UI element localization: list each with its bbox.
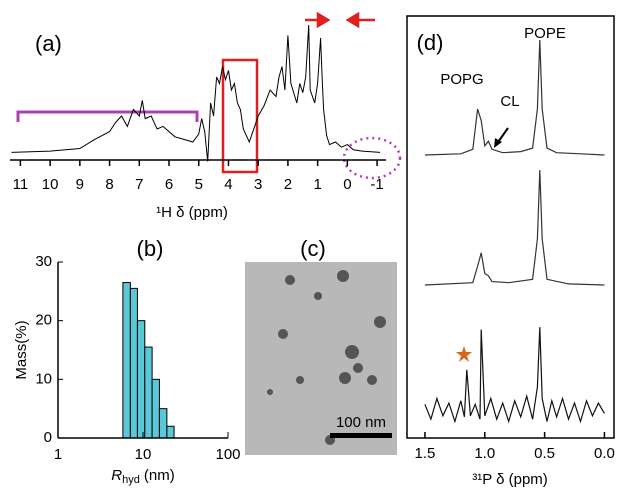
particles [267, 270, 386, 445]
scale-bar-label: 100 nm [336, 414, 386, 431]
x-tick-label: 9 [76, 176, 84, 193]
x-tick-label: 2 [284, 176, 292, 193]
bar [122, 282, 131, 439]
x-tick-label: 0.0 [594, 445, 615, 462]
peak-label: POPG [440, 71, 483, 88]
x-tick-label: 5 [195, 176, 203, 193]
panel-label: (d) [417, 30, 444, 55]
spectrum-line [424, 39, 605, 156]
y-tick-label: 30 [35, 253, 52, 270]
star-marker [456, 346, 472, 362]
bar [166, 425, 175, 439]
x-axis-label: Rhyd (nm) [111, 467, 174, 486]
panel-label: (c) [300, 236, 326, 261]
x-tick-label: 1.5 [415, 445, 436, 462]
x-tick-label: -1 [370, 176, 383, 193]
y-axis-label: Mass(%) [13, 320, 30, 379]
x-tick-label: 0 [343, 176, 351, 193]
x-tick-label: 100 [215, 446, 240, 463]
scale-bar [330, 433, 392, 438]
spectrum-line [11, 24, 381, 162]
x-tick-label: 4 [224, 176, 232, 193]
x-tick-label: 3 [254, 176, 262, 193]
x-tick-label: 8 [105, 176, 113, 193]
x-tick-label: 10 [42, 176, 59, 193]
x-tick-label: 1.0 [474, 445, 495, 462]
x-label-subscript: hyd [122, 474, 140, 486]
x-label-symbol: R [111, 467, 122, 484]
bar [151, 378, 160, 439]
bar [144, 346, 153, 439]
x-tick-label: 1 [54, 446, 62, 463]
x-label-unit: (nm) [144, 467, 175, 484]
x-tick-label: 1 [313, 176, 321, 193]
panel-label: (b) [137, 236, 164, 261]
x-tick-label: 7 [135, 176, 143, 193]
x-tick-label: 10 [135, 446, 152, 463]
plot-frame [406, 15, 615, 439]
y-tick-label: 0 [44, 429, 52, 446]
peak-label: CL [500, 93, 519, 110]
x-tick-label: 0.5 [534, 445, 555, 462]
bar [158, 408, 168, 439]
spectrum-line [424, 169, 605, 286]
panel-label: (a) [35, 31, 62, 56]
x-axis-label: ³¹P δ (ppm) [472, 471, 548, 488]
y-tick-label: 20 [35, 312, 52, 329]
x-axis-label: ¹H δ (ppm) [156, 204, 228, 221]
bar [129, 287, 138, 439]
highlight-box [221, 58, 259, 174]
bar [136, 320, 146, 439]
x-tick-label: 6 [165, 176, 173, 193]
dotted-circle [342, 136, 402, 180]
x-tick-label: 11 [13, 176, 29, 193]
peak-label: POPE [524, 25, 566, 42]
bracket [16, 110, 199, 122]
y-tick-label: 10 [35, 370, 52, 387]
pointer-arrowhead [494, 138, 502, 148]
arrows [305, 11, 375, 29]
spectrum-line [424, 327, 605, 424]
